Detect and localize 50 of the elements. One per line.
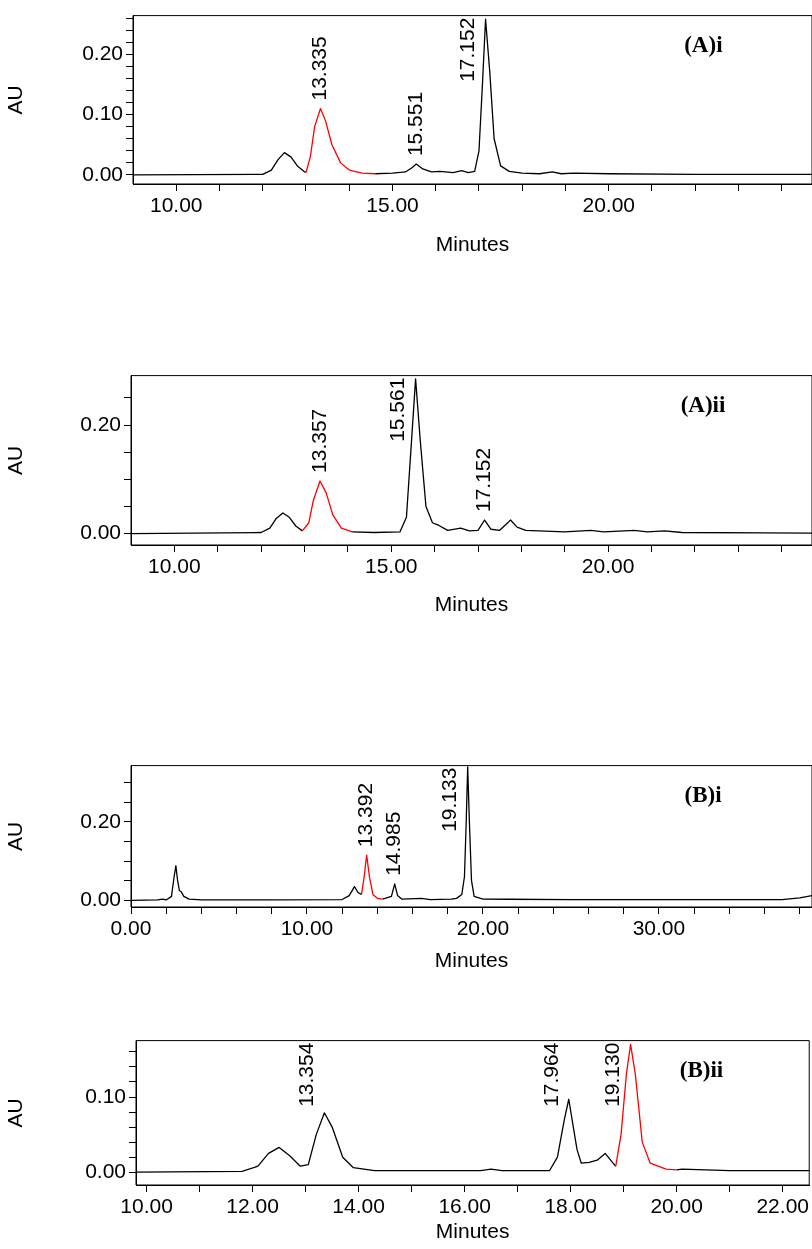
y-tick-label: 0.00 xyxy=(85,1159,126,1183)
y-axis-title: AU xyxy=(3,445,27,475)
annotation: 19.133 xyxy=(437,767,461,832)
x-tick-label: 15.00 xyxy=(364,554,418,578)
text: (A)ii xyxy=(680,391,726,417)
x-tick-label: 20.00 xyxy=(581,554,635,578)
x-tick-label: 0.00 xyxy=(110,916,152,940)
annotation: 15.561 xyxy=(385,377,409,442)
y-tick-label: 0.10 xyxy=(85,1083,126,1107)
text: (A)i xyxy=(684,31,724,57)
x-tick-label: 22.00 xyxy=(756,1194,810,1218)
x-tick-label: 18.00 xyxy=(544,1194,597,1218)
y-tick-label: 0.20 xyxy=(80,808,121,832)
annotation: 13.354 xyxy=(294,1042,318,1107)
annotation: 15.551 xyxy=(403,91,427,157)
x-tick-label: 20.00 xyxy=(650,1194,703,1218)
y-tick-label: 0.20 xyxy=(82,41,123,65)
x-tick-label: 30.00 xyxy=(632,916,686,940)
annotation: 19.130 xyxy=(600,1042,624,1107)
x-tick-label: 10.00 xyxy=(149,193,203,217)
x-tick-label: 12.00 xyxy=(226,1194,279,1218)
x-tick-label: 20.00 xyxy=(582,193,636,217)
x-tick-label: 15.00 xyxy=(366,193,419,217)
annotation: 17.964 xyxy=(538,1042,562,1107)
x-axis-title: Minutes xyxy=(435,1219,510,1243)
text: (B)ii xyxy=(679,1056,724,1082)
x-tick-label: 20.00 xyxy=(456,916,510,940)
x-axis-title: Minutes xyxy=(435,232,510,256)
x-tick-label: 16.00 xyxy=(438,1194,491,1218)
x-tick-label: 10.00 xyxy=(148,554,201,578)
y-tick-label: 0.00 xyxy=(80,520,121,544)
y-tick-label: 0.00 xyxy=(80,887,121,911)
annotation: 17.152 xyxy=(471,447,495,513)
x-axis-title: Minutes xyxy=(434,592,509,616)
y-axis-title: AU xyxy=(3,1098,27,1128)
annotation: 13.335 xyxy=(307,36,331,101)
text: (B)i xyxy=(684,781,723,807)
x-tick-label: 10.00 xyxy=(280,916,334,940)
y-tick-label: 0.00 xyxy=(82,161,123,185)
x-tick-label: 10.00 xyxy=(120,1194,173,1218)
annotation: 13.357 xyxy=(306,408,330,473)
y-tick-label: 0.10 xyxy=(82,101,123,125)
x-axis-title: Minutes xyxy=(434,948,509,972)
annotation: 13.392 xyxy=(353,782,377,848)
y-tick-label: 0.20 xyxy=(80,411,121,435)
x-tick-label: 14.00 xyxy=(332,1194,385,1218)
annotation: 14.985 xyxy=(381,811,405,876)
y-axis-title: AU xyxy=(3,85,27,115)
y-axis-title: AU xyxy=(3,821,27,851)
annotation: 17.152 xyxy=(455,17,479,82)
